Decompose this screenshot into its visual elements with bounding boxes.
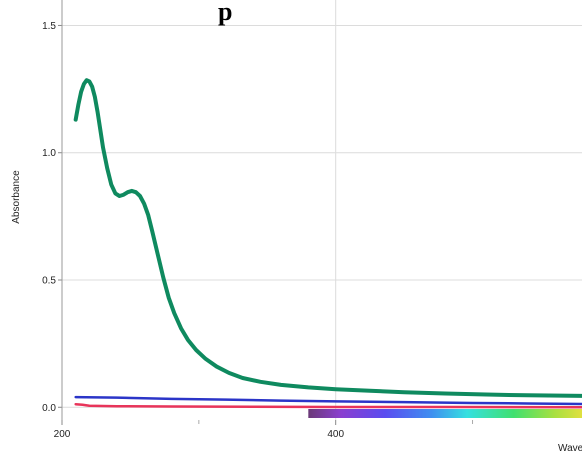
y-tick-label: 0.0 xyxy=(42,403,56,414)
spectrum-color-bar xyxy=(308,409,582,418)
y-tick-label: 1.5 xyxy=(42,21,56,32)
series-line xyxy=(73,78,582,398)
x-tick-label: 400 xyxy=(327,429,344,440)
grid-lines xyxy=(62,0,582,420)
y-tick-label: 0.5 xyxy=(42,276,56,287)
axes xyxy=(58,0,582,425)
x-tick-label: 200 xyxy=(54,429,71,440)
labels: 0.0 0.5 1.0 1.5 200 400 p Absorbance Wave xyxy=(11,0,582,454)
x-axis-label: Wave xyxy=(558,443,582,454)
y-tick-label: 1.0 xyxy=(42,148,56,159)
chart-title: p xyxy=(218,0,232,26)
series-line xyxy=(74,402,582,409)
y-axis-label: Absorbance xyxy=(11,170,22,224)
series-line xyxy=(74,395,582,406)
series-lines xyxy=(73,78,582,409)
